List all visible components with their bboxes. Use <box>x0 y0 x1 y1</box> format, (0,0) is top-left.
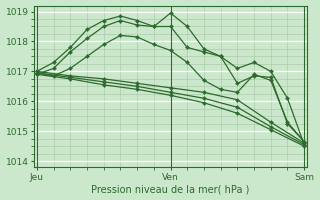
X-axis label: Pression niveau de la mer( hPa ): Pression niveau de la mer( hPa ) <box>91 184 250 194</box>
